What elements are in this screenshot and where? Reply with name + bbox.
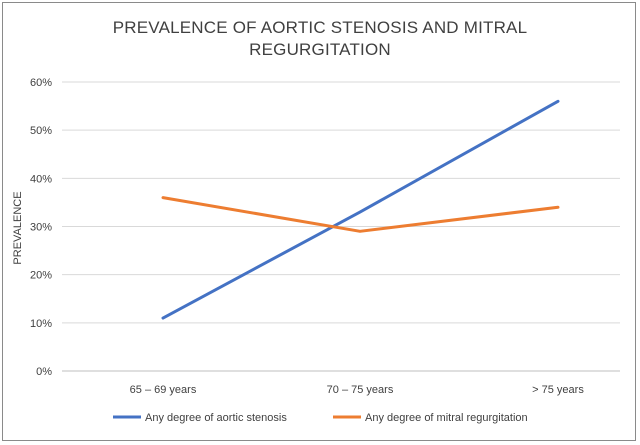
x-tick-labels: 65 – 69 years 70 – 75 years > 75 years	[130, 384, 585, 396]
y-tick-label: 40%	[30, 173, 52, 185]
chart-title: PREVALENCE OF AORTIC STENOSIS AND MITRAL…	[112, 18, 528, 59]
y-tick-label: 30%	[30, 222, 52, 234]
y-tick-labels: 0% 10% 20% 30% 40% 50% 60%	[30, 77, 52, 378]
legend: Any degree of aortic stenosis Any degree …	[113, 412, 528, 424]
y-tick-label: 20%	[30, 270, 52, 282]
legend-label: Any degree of aortic stenosis	[145, 412, 287, 424]
series-line-1	[161, 196, 560, 233]
x-tick-label: 65 – 69 years	[130, 384, 197, 396]
series-lines	[161, 99, 560, 320]
y-axis-label: PREVALENCE	[12, 191, 24, 264]
chart-frame	[2, 2, 636, 441]
y-tick-label: 0%	[36, 366, 52, 378]
y-tick-label: 10%	[30, 318, 52, 330]
y-tick-label: 60%	[30, 77, 52, 89]
legend-label: Any degree of mitral regurgitation	[365, 412, 528, 424]
y-tick-label: 50%	[30, 125, 52, 137]
x-tick-label: > 75 years	[532, 384, 584, 396]
gridlines	[62, 81, 620, 372]
series-line-0	[161, 99, 560, 320]
x-tick-label: 70 – 75 years	[327, 384, 394, 396]
